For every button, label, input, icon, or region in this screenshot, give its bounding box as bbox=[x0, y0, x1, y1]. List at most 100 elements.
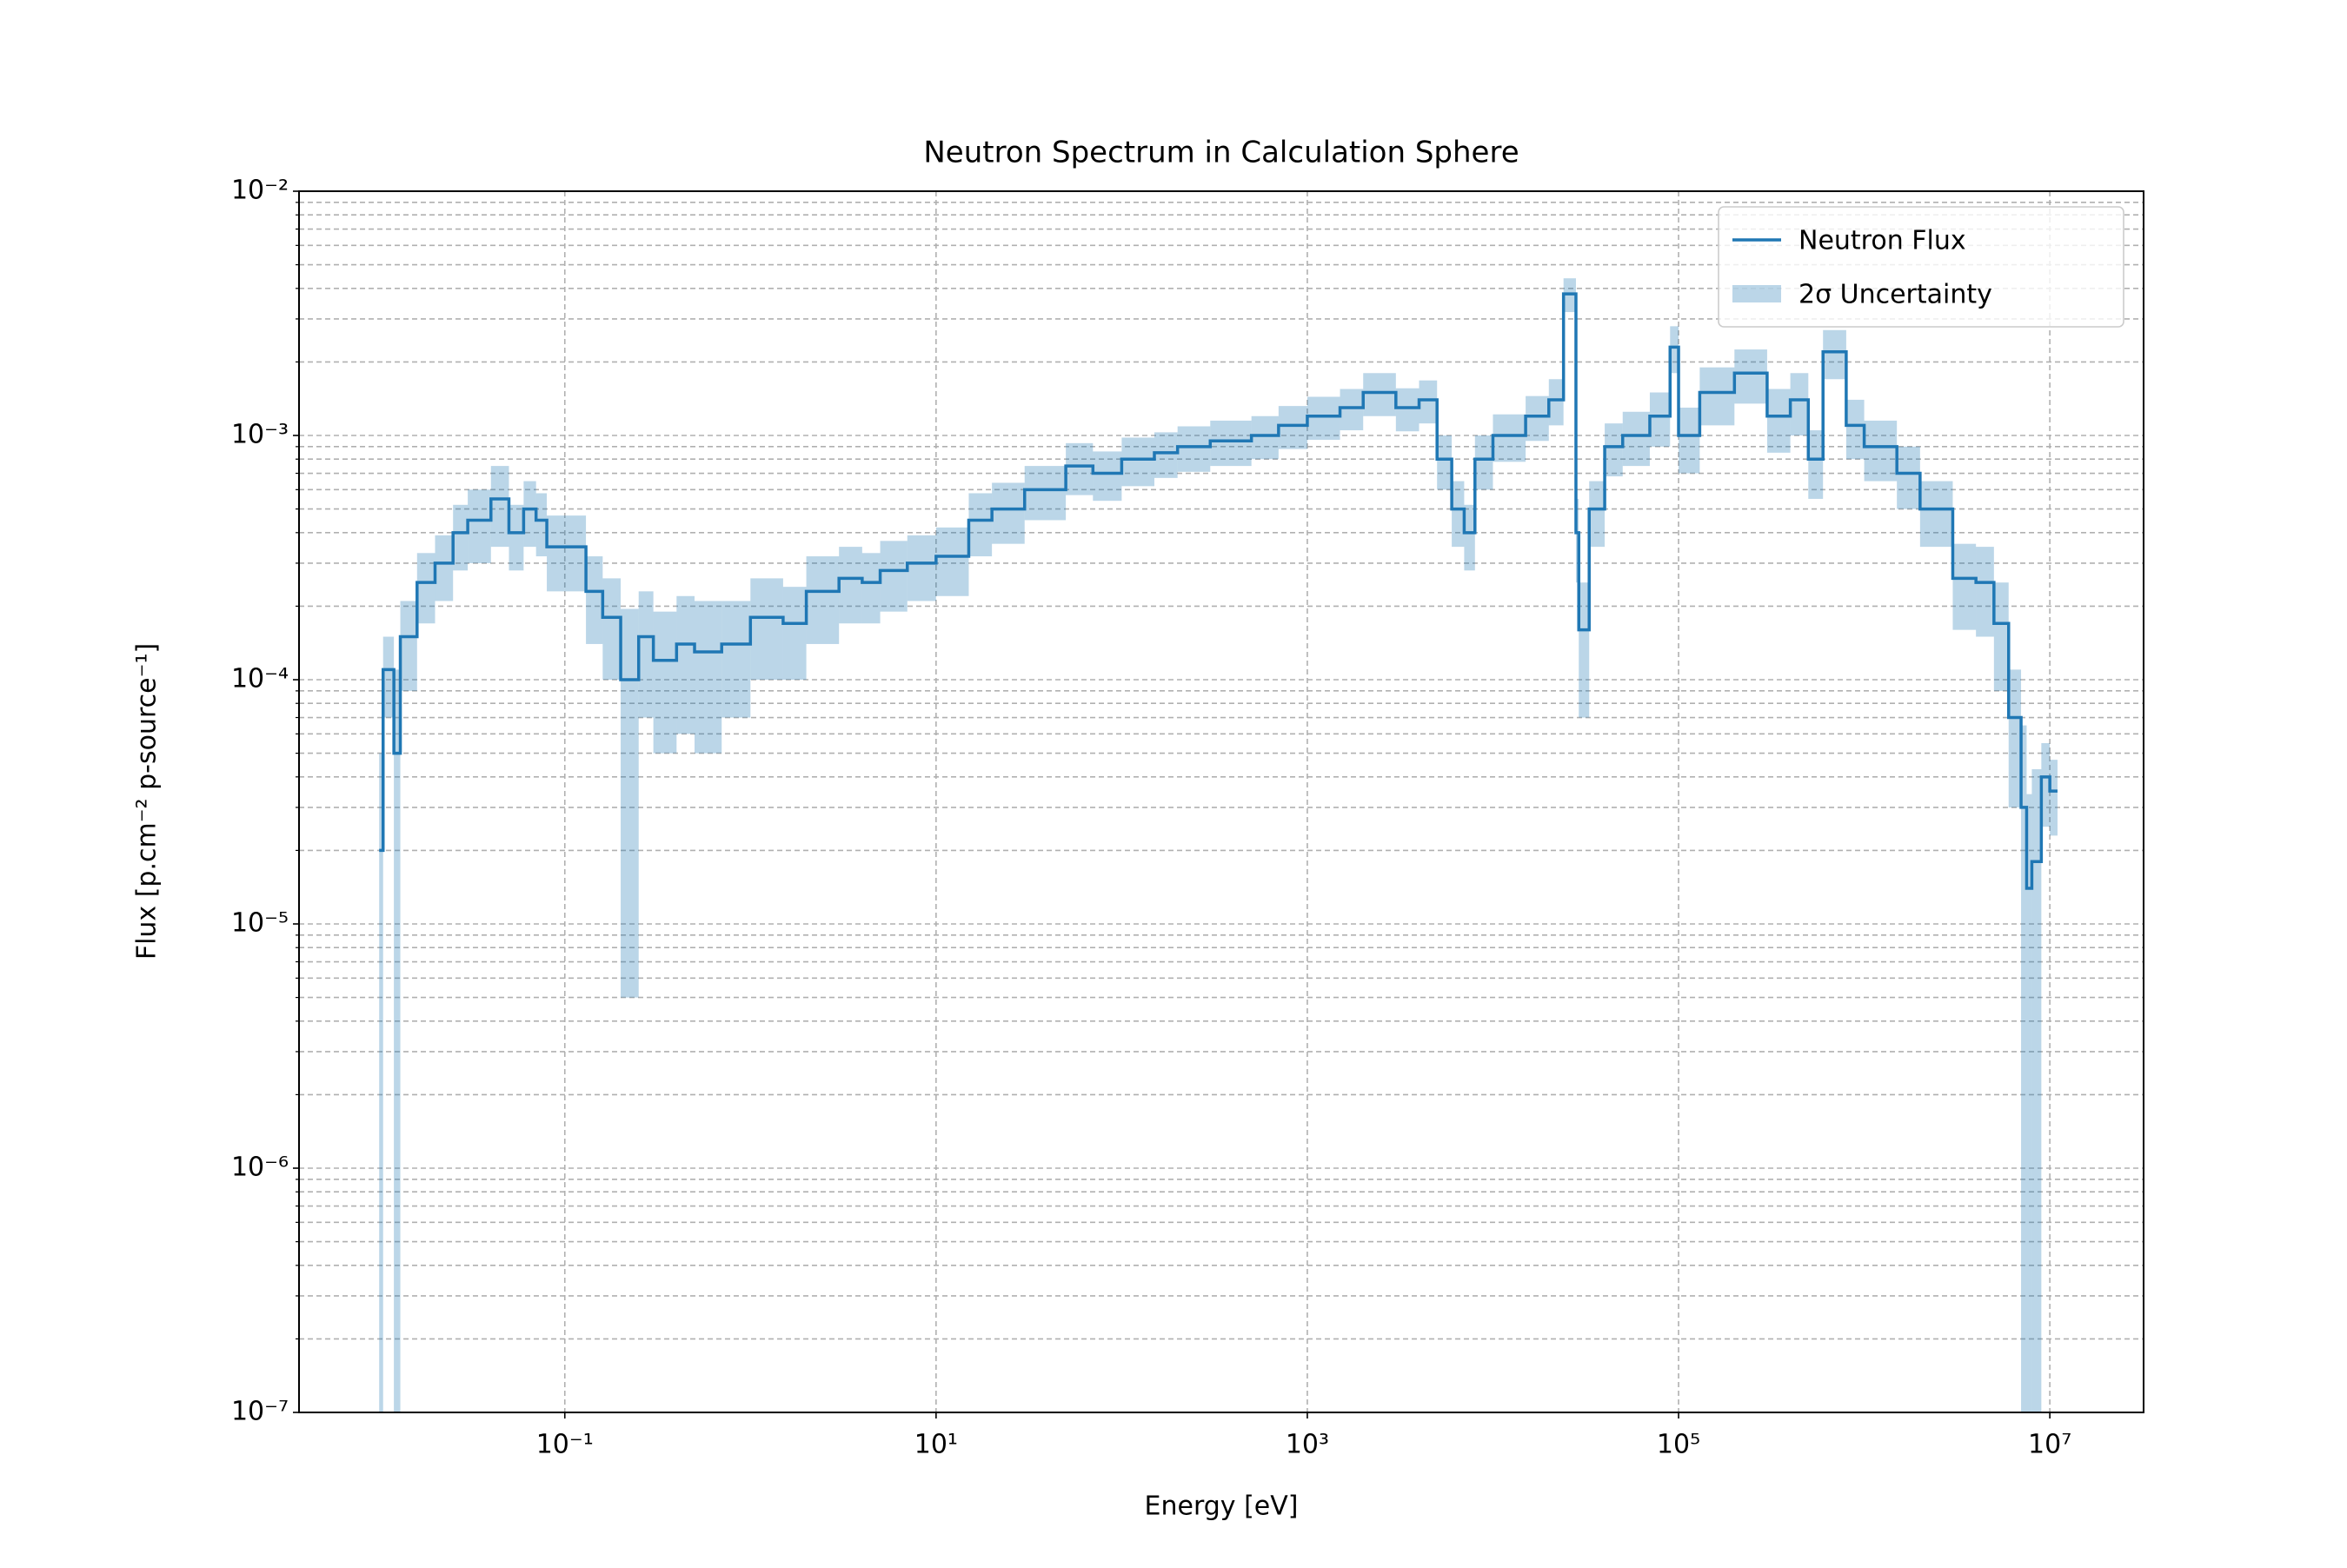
uncertainty-band bbox=[992, 482, 1025, 544]
axes: 10⁻⁷ 10⁻⁶ 10⁻⁵ 10⁻⁴ 10⁻³ 10⁻² 10⁻¹ 10¹ 10³ 10⁵ 10⁷ bbox=[231, 176, 2071, 1460]
uncertainty-band bbox=[547, 515, 565, 592]
uncertainty-band bbox=[2021, 725, 2027, 1412]
uncertainty-band bbox=[1548, 379, 1564, 426]
uncertainty-band bbox=[1526, 395, 1549, 442]
uncertainty-band bbox=[2041, 742, 2051, 827]
uncertainty-band bbox=[1952, 543, 1977, 630]
x-tick-label: 10³ bbox=[1286, 1430, 1329, 1460]
uncertainty-band bbox=[1679, 407, 1700, 474]
uncertainty-band bbox=[400, 601, 417, 691]
uncertainty-band bbox=[1278, 406, 1307, 449]
uncertainty-band bbox=[1395, 388, 1420, 432]
plot-area bbox=[379, 278, 2058, 1412]
y-tick-label: 10⁻³ bbox=[231, 420, 289, 450]
uncertainty-band bbox=[907, 535, 936, 601]
uncertainty-band bbox=[1734, 349, 1767, 404]
uncertainty-band bbox=[1845, 399, 1865, 460]
uncertainty-band bbox=[676, 595, 695, 734]
legend-label: 2σ Uncertainty bbox=[1798, 280, 1992, 310]
uncertainty-band bbox=[1210, 420, 1252, 467]
uncertainty-band bbox=[1808, 430, 1824, 499]
uncertainty-band bbox=[523, 481, 536, 548]
uncertainty-band bbox=[2031, 768, 2042, 1412]
uncertainty-band bbox=[1464, 504, 1475, 571]
legend: Neutron Flux 2σ Uncertainty bbox=[1718, 206, 2124, 328]
uncertainty-band bbox=[1363, 373, 1396, 416]
legend-label: Neutron Flux bbox=[1798, 226, 1966, 256]
uncertainty-band bbox=[586, 556, 603, 644]
uncertainty-band bbox=[1589, 481, 1606, 548]
x-tick-label: 10⁷ bbox=[2028, 1430, 2071, 1460]
uncertainty-band bbox=[839, 547, 862, 624]
uncertainty-band bbox=[695, 601, 722, 754]
uncertainty-band bbox=[1649, 392, 1671, 447]
uncertainty-band bbox=[509, 504, 524, 571]
flux-line bbox=[379, 292, 2058, 890]
uncertainty-band bbox=[1437, 435, 1453, 490]
uncertainty-band bbox=[1154, 432, 1178, 478]
uncertainty-band bbox=[1823, 329, 1846, 380]
uncertainty-band bbox=[750, 578, 783, 680]
uncertainty-band bbox=[1670, 326, 1679, 374]
uncertainty-band bbox=[2050, 760, 2058, 836]
legend-band-swatch bbox=[1732, 285, 1781, 302]
uncertainty-band bbox=[721, 601, 751, 718]
uncertainty-band bbox=[2026, 794, 2032, 1412]
uncertainty-band bbox=[782, 587, 807, 680]
uncertainty-band bbox=[1919, 481, 1953, 548]
uncertainty-band bbox=[1864, 420, 1898, 482]
legend-box bbox=[1718, 206, 2124, 328]
uncertainty-band bbox=[1897, 446, 1920, 509]
uncertainty-band bbox=[1579, 582, 1590, 718]
uncertainty-band bbox=[1976, 547, 1994, 637]
axes-frame bbox=[298, 190, 2144, 1413]
uncertainty-band bbox=[564, 515, 587, 592]
y-tick-label: 10⁻⁵ bbox=[231, 908, 289, 939]
uncertainty-band bbox=[1493, 414, 1526, 462]
x-tick-label: 10¹ bbox=[914, 1430, 958, 1460]
uncertainty-band bbox=[1993, 582, 2009, 691]
uncertainty-band bbox=[535, 493, 548, 557]
x-axis-label: Energy [eV] bbox=[1145, 1492, 1299, 1522]
uncertainty-band bbox=[1024, 466, 1067, 521]
uncertainty-band bbox=[602, 578, 622, 680]
uncertainty-band bbox=[653, 611, 677, 754]
uncertainty-band bbox=[1177, 426, 1211, 472]
uncertainty-band bbox=[382, 636, 395, 718]
uncertainty-band bbox=[621, 608, 639, 998]
uncertainty-band bbox=[1452, 481, 1465, 548]
uncertainty-band bbox=[1340, 389, 1364, 431]
uncertainty-band bbox=[453, 504, 469, 571]
uncertainty-band bbox=[1419, 380, 1438, 424]
uncertainty-band bbox=[806, 556, 840, 644]
y-axis-label: Flux [p.cm⁻² p-source⁻¹] bbox=[132, 643, 163, 960]
uncertainty-band bbox=[1605, 423, 1623, 477]
y-tick-label: 10⁻⁴ bbox=[231, 664, 289, 694]
uncertainty-band bbox=[435, 535, 454, 601]
y-tick-label: 10⁻⁷ bbox=[231, 1397, 289, 1427]
uncertainty-band bbox=[1093, 451, 1122, 502]
x-tick-label: 10⁵ bbox=[1657, 1430, 1700, 1460]
uncertainty-band bbox=[968, 493, 993, 557]
uncertainty-band bbox=[379, 753, 383, 1412]
uncertainty-band bbox=[416, 553, 435, 624]
y-tick-label: 10⁻⁶ bbox=[231, 1153, 289, 1183]
uncertainty-band bbox=[394, 669, 401, 1412]
uncertainty-band bbox=[1251, 415, 1279, 460]
uncertainty-band bbox=[468, 489, 491, 563]
uncertainty-band bbox=[1066, 442, 1094, 495]
uncertainty-band bbox=[638, 591, 654, 718]
uncertainty-band bbox=[490, 466, 509, 548]
uncertainty-band bbox=[1790, 373, 1809, 435]
uncertainty-band bbox=[1622, 411, 1650, 467]
uncertainty-band bbox=[1121, 437, 1154, 487]
grid bbox=[299, 190, 2144, 1413]
x-tick-label: 10⁻¹ bbox=[536, 1430, 594, 1460]
uncertainty-band bbox=[1306, 396, 1340, 440]
y-tick-label: 10⁻² bbox=[231, 176, 289, 206]
uncertainty-band bbox=[2008, 669, 2022, 807]
uncertainty-band bbox=[935, 527, 969, 596]
uncertainty-band bbox=[861, 553, 881, 624]
uncertainty-band bbox=[1699, 367, 1735, 426]
